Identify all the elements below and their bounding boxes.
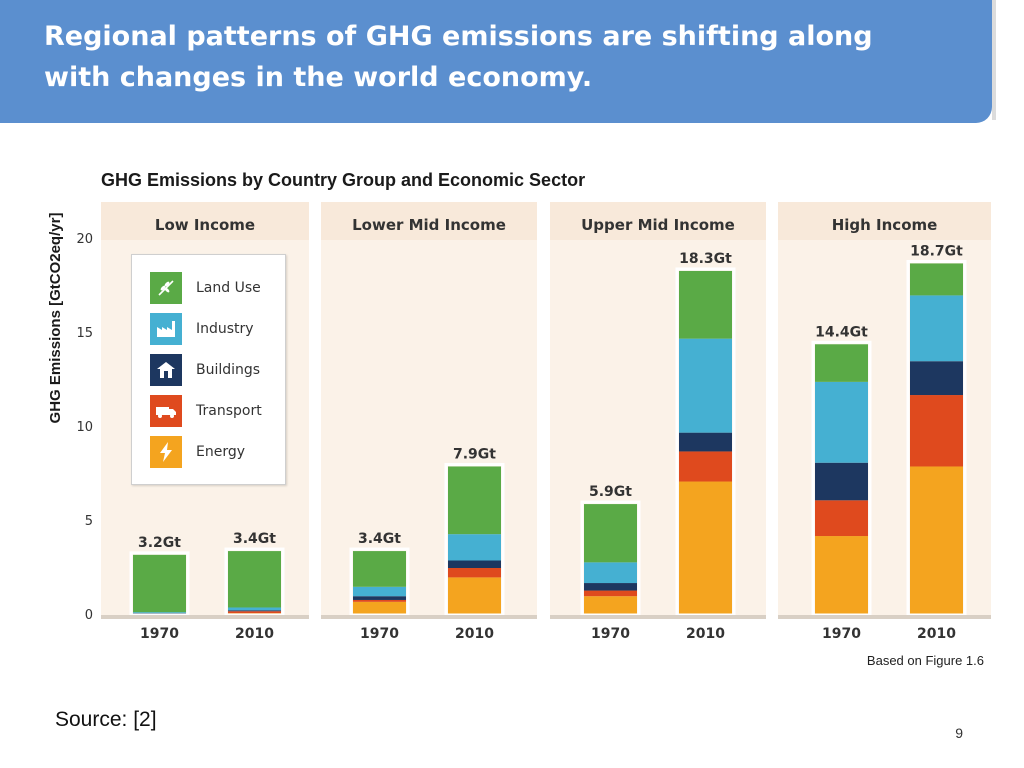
bar-segment-buildings (228, 610, 281, 612)
total-label: 3.4Gt (358, 531, 401, 547)
house-icon (150, 354, 182, 386)
y-tick-label: 5 (85, 514, 93, 529)
legend-label: Energy (196, 444, 246, 460)
total-label: 18.7Gt (910, 243, 963, 259)
bar-segment-land-use (133, 554, 186, 613)
bar-segment-land-use (584, 504, 637, 563)
bar-segment-energy (910, 466, 963, 615)
panel-header-band (101, 202, 309, 240)
legend-item-land-use: Land Use (150, 272, 261, 304)
bar-segment-transport (910, 395, 963, 467)
y-tick-label: 15 (76, 326, 93, 341)
bar-segment-energy (353, 601, 406, 615)
bar-segment-transport (584, 590, 637, 597)
bar-segment-buildings (679, 432, 732, 452)
bar-segment-industry (133, 612, 186, 614)
y-tick-label: 0 (85, 608, 93, 623)
x-tick-label: 1970 (822, 626, 861, 642)
legend-item-industry: Industry (150, 313, 254, 345)
bar-segment-energy (679, 481, 732, 615)
page-number: 9 (955, 725, 963, 741)
banner-shadow (992, 0, 996, 120)
bar-segment-industry (815, 381, 868, 463)
bar-segment-land-use (679, 270, 732, 339)
x-tick-label: 2010 (235, 626, 274, 642)
bar-segment-energy (448, 577, 501, 615)
y-tick-label: 20 (76, 232, 93, 247)
x-tick-label: 1970 (140, 626, 179, 642)
group-label: Lower Mid Income (352, 216, 506, 234)
bar-segment-transport (679, 451, 732, 482)
bar-segment-buildings (910, 361, 963, 396)
bar-segment-land-use (448, 466, 501, 535)
legend-item-buildings: Buildings (150, 354, 260, 386)
x-tick-label: 2010 (917, 626, 956, 642)
bar-segment-industry (448, 534, 501, 561)
factory-icon (150, 313, 182, 345)
bar-segment-transport (353, 599, 406, 602)
x-tick-label: 2010 (686, 626, 725, 642)
bar-segment-buildings (815, 462, 868, 501)
legend-label: Land Use (196, 280, 261, 296)
truck-icon (150, 395, 182, 427)
chart-title: GHG Emissions by Country Group and Econo… (101, 170, 585, 190)
source-citation: Source: [2] (55, 708, 157, 731)
bar-segment-industry (353, 586, 406, 597)
panel-header-band (321, 202, 537, 240)
bar-segment-land-use (815, 344, 868, 382)
bar-segment-transport (448, 568, 501, 578)
legend-item-energy: Energy (150, 436, 245, 468)
lightning-icon (150, 436, 182, 468)
total-label: 5.9Gt (589, 484, 632, 500)
bar-segment-buildings (133, 613, 186, 614)
bar-segment-transport (815, 500, 868, 537)
total-label: 3.2Gt (138, 535, 181, 551)
figure-note: Based on Figure 1.6 (866, 653, 984, 668)
y-axis-label: GHG Emissions [GtCO2eq/yr] (47, 213, 64, 424)
bar-segment-land-use (228, 551, 281, 608)
bar-segment-industry (228, 607, 281, 611)
legend-label: Industry (196, 321, 254, 337)
bar-segment-buildings (448, 560, 501, 568)
bar-segment-buildings (584, 583, 637, 591)
total-label: 14.4Gt (815, 324, 868, 340)
legend-item-transport: Transport (150, 395, 262, 427)
bar-segment-land-use (910, 263, 963, 296)
bar-segment-industry (679, 338, 732, 433)
total-label: 18.3Gt (679, 251, 732, 267)
total-label: 3.4Gt (233, 531, 276, 547)
bar-segment-buildings (353, 596, 406, 600)
y-tick-label: 10 (76, 420, 93, 435)
bar-segment-transport (228, 611, 281, 614)
panel-header-band (550, 202, 766, 240)
group-label: Low Income (155, 216, 255, 234)
bar-segment-energy (815, 536, 868, 615)
total-label: 7.9Gt (453, 446, 496, 462)
legend-label: Buildings (196, 362, 261, 378)
slide-title: Regional patterns of GHG emissions are s… (44, 21, 873, 93)
group-label: Upper Mid Income (581, 216, 735, 234)
bar-segment-industry (910, 295, 963, 362)
bar-segment-land-use (353, 551, 406, 587)
leaf-icon (150, 272, 182, 304)
legend-label: Transport (196, 403, 262, 419)
bar-segment-energy (584, 596, 637, 615)
title-banner: Regional patterns of GHG emissions are s… (0, 0, 992, 123)
x-tick-label: 2010 (455, 626, 494, 642)
chart-legend: Land Use Industry Buildings Transport En… (131, 254, 286, 485)
bar-segment-industry (584, 562, 637, 584)
x-tick-label: 1970 (591, 626, 630, 642)
panel-header-band (778, 202, 991, 240)
x-tick-label: 1970 (360, 626, 399, 642)
group-label: High Income (832, 216, 938, 234)
